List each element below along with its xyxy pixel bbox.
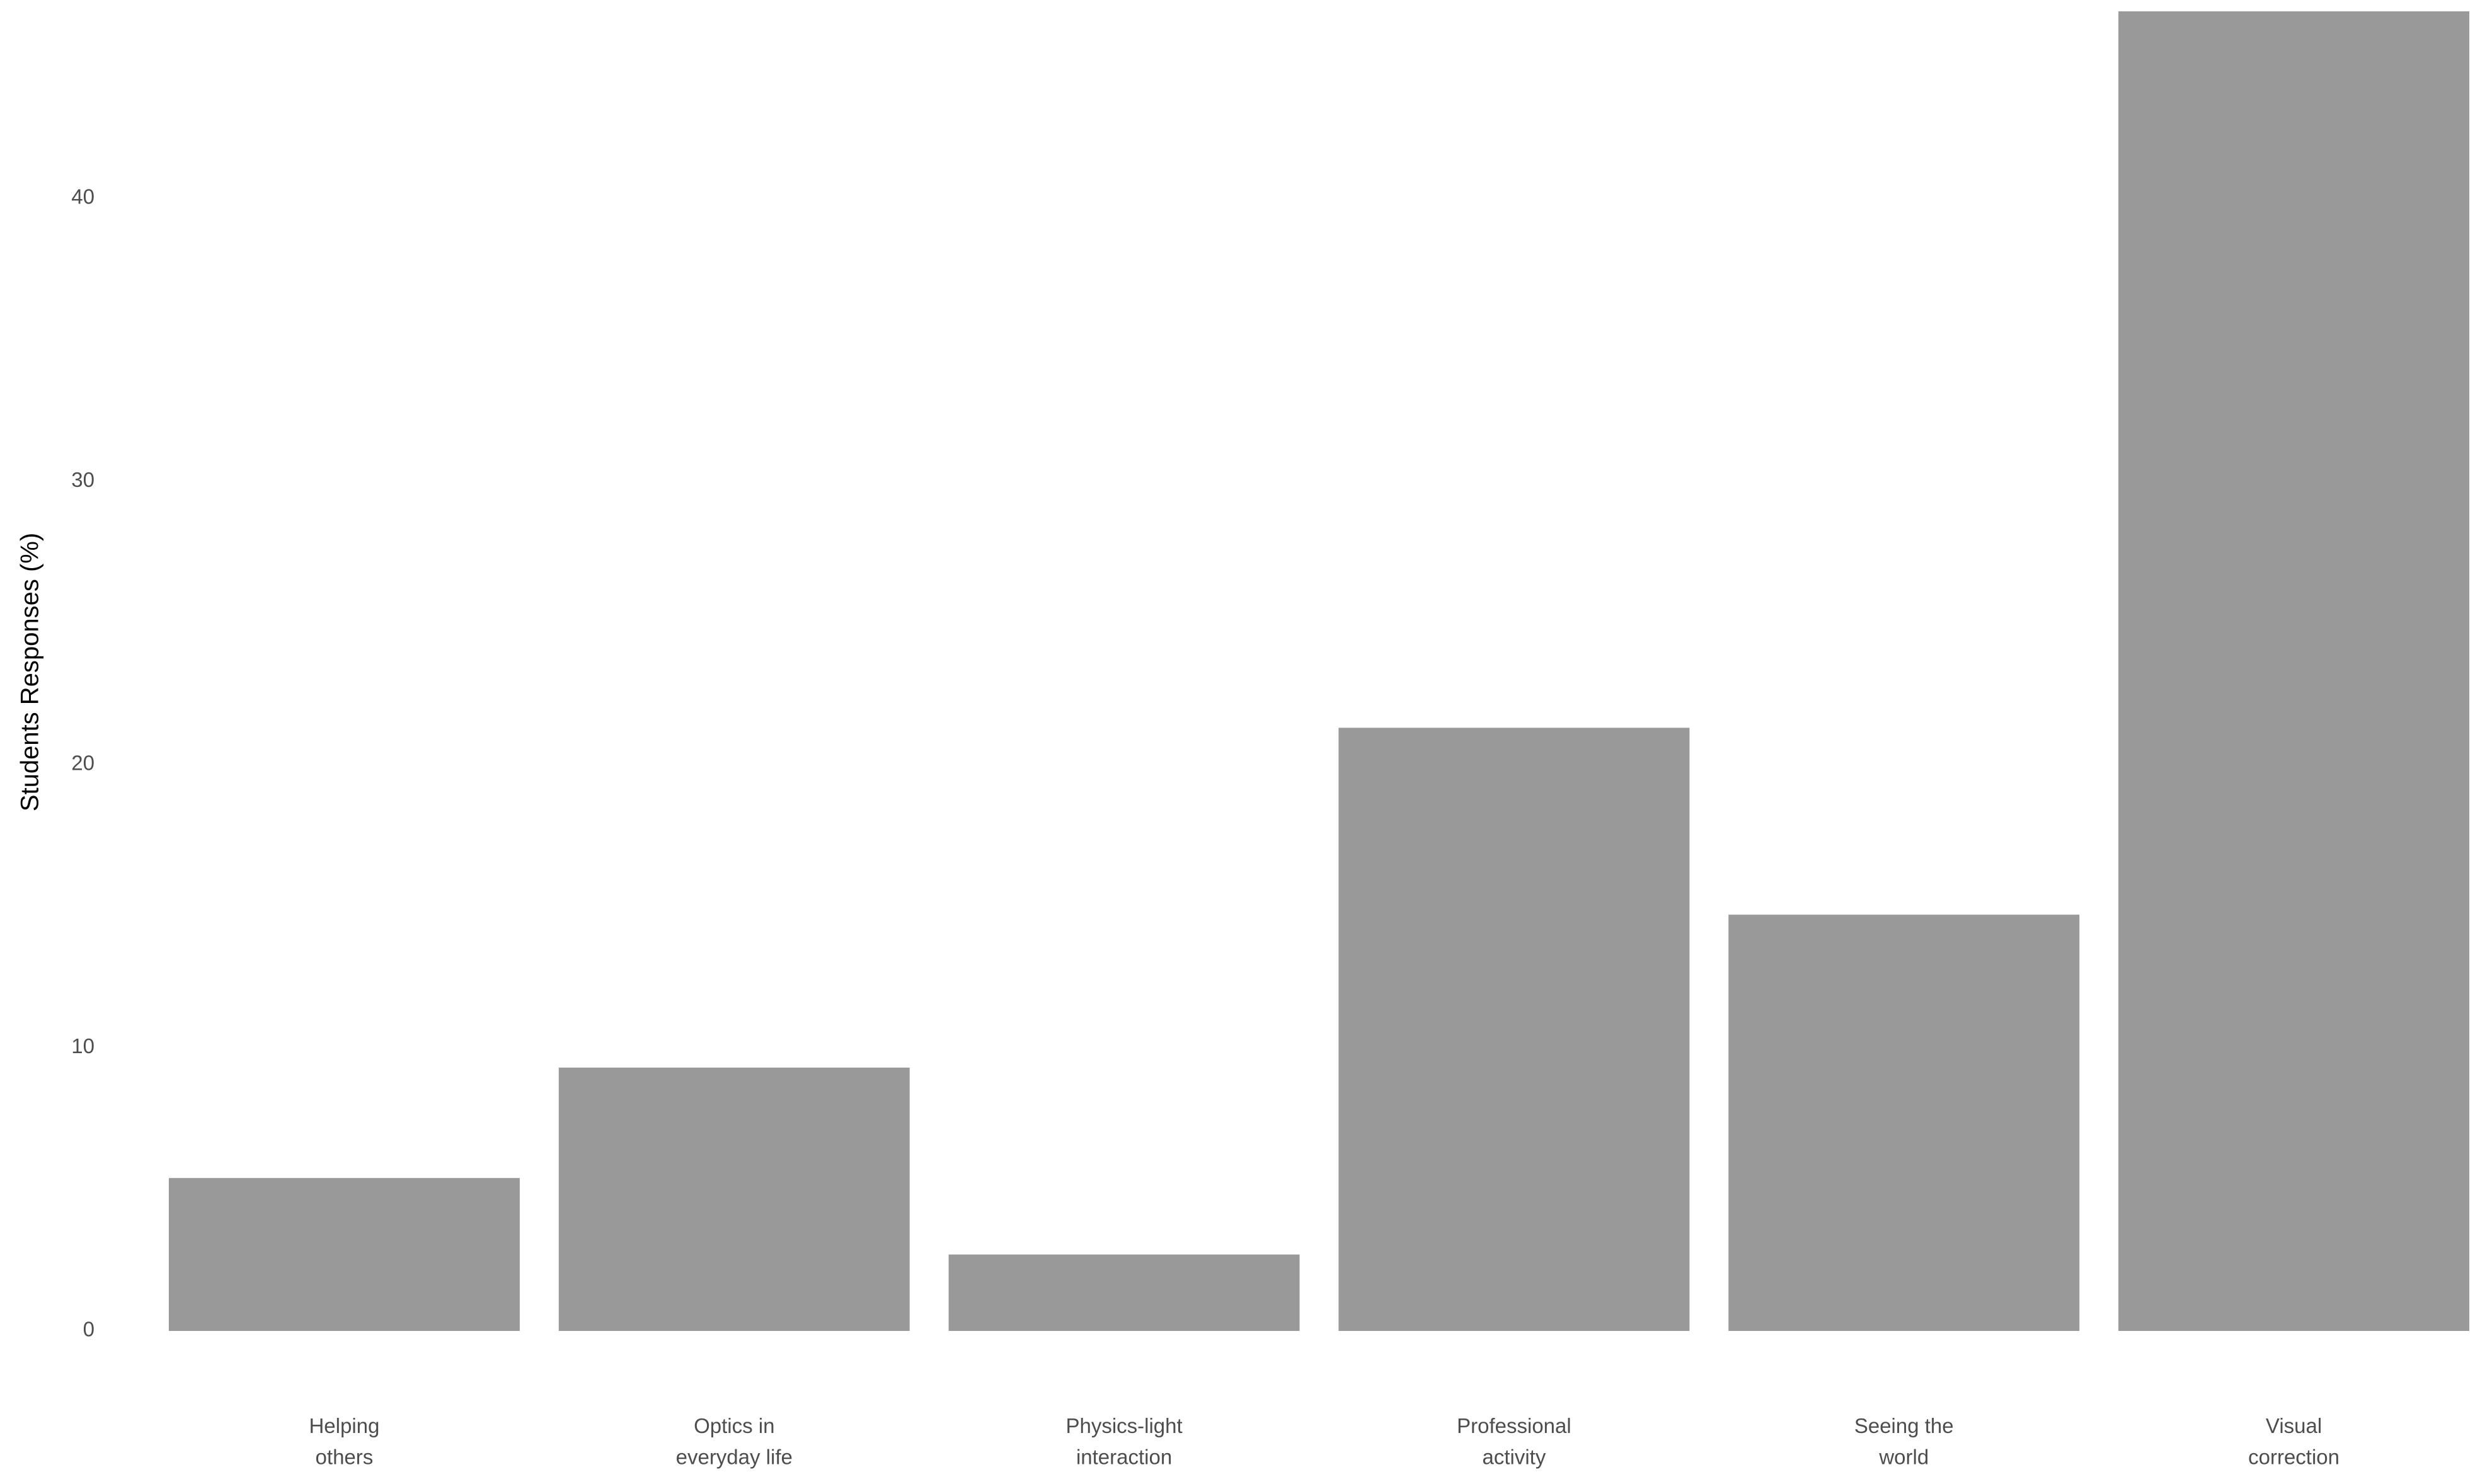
bar <box>2118 11 2470 1331</box>
x-tick-label: Physics-light interaction <box>1065 1414 1182 1469</box>
bar <box>1338 728 1690 1331</box>
y-tick-label: 40 <box>71 185 95 208</box>
bar <box>558 1067 910 1331</box>
bar <box>1728 915 2080 1331</box>
x-tick-label: Professional activity <box>1457 1414 1571 1469</box>
x-tick-label: Visual correction <box>2248 1414 2339 1469</box>
y-tick-label: 30 <box>71 468 95 491</box>
y-axis-title: Students Responses (%) <box>16 533 44 811</box>
x-tick-label: Optics in everyday life <box>676 1414 793 1469</box>
x-tick-label: Helping others <box>309 1414 379 1469</box>
y-tick-label: 10 <box>71 1034 95 1058</box>
bar <box>168 1178 520 1331</box>
x-tick-label: Seeing the world <box>1854 1414 1954 1469</box>
y-tick-label: 0 <box>83 1318 95 1341</box>
y-tick-label: 20 <box>71 751 95 775</box>
bar <box>948 1254 1300 1331</box>
